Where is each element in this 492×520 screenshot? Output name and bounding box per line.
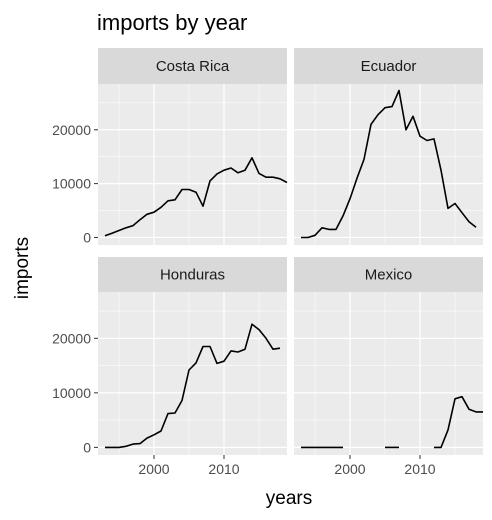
facet-strip-label: Ecuador xyxy=(361,58,417,75)
panel-background xyxy=(294,292,483,455)
facet-ecuador: Ecuador xyxy=(294,48,483,245)
facet-mexico: Mexico 2000 2010 xyxy=(294,257,483,477)
facet-strip-label: Honduras xyxy=(160,267,225,284)
y-tick-label: 0 xyxy=(83,229,91,245)
facet-strip xyxy=(294,48,483,84)
facet-panels: Costa Rica 0 10000 20000 Ecuador Honduras 0 100… xyxy=(52,48,483,477)
facet-strip-label: Mexico xyxy=(365,267,413,284)
series-line-mexico xyxy=(434,395,483,449)
x-tick-label: 2010 xyxy=(404,461,435,477)
panel-background xyxy=(294,84,483,245)
y-tick-label: 10000 xyxy=(52,176,91,192)
y-tick-label: 20000 xyxy=(52,330,91,346)
x-axis-title: years xyxy=(266,488,312,509)
y-tick-label: 10000 xyxy=(52,385,91,401)
y-axis-title: imports xyxy=(12,237,33,299)
x-tick-label: 2000 xyxy=(138,461,169,477)
panel-background xyxy=(98,292,287,455)
series-line-honduras xyxy=(105,323,281,449)
facet-strip-label: Costa Rica xyxy=(156,58,230,75)
facet-costa-rica: Costa Rica 0 10000 20000 xyxy=(52,48,288,245)
y-tick-label: 20000 xyxy=(52,122,91,138)
facet-strip xyxy=(98,257,287,292)
x-tick-label: 2010 xyxy=(208,461,239,477)
chart-title: imports by year xyxy=(97,10,247,35)
y-tick-label: 0 xyxy=(83,439,91,455)
facet-strip xyxy=(98,48,287,84)
series-line-costa-rica xyxy=(104,157,288,237)
panel-background xyxy=(98,84,287,245)
facet-honduras: Honduras 0 10000 20000 2000 2010 xyxy=(52,257,287,477)
series-line-ecuador xyxy=(301,89,477,239)
x-tick-label: 2000 xyxy=(334,461,365,477)
facet-strip xyxy=(294,257,483,292)
